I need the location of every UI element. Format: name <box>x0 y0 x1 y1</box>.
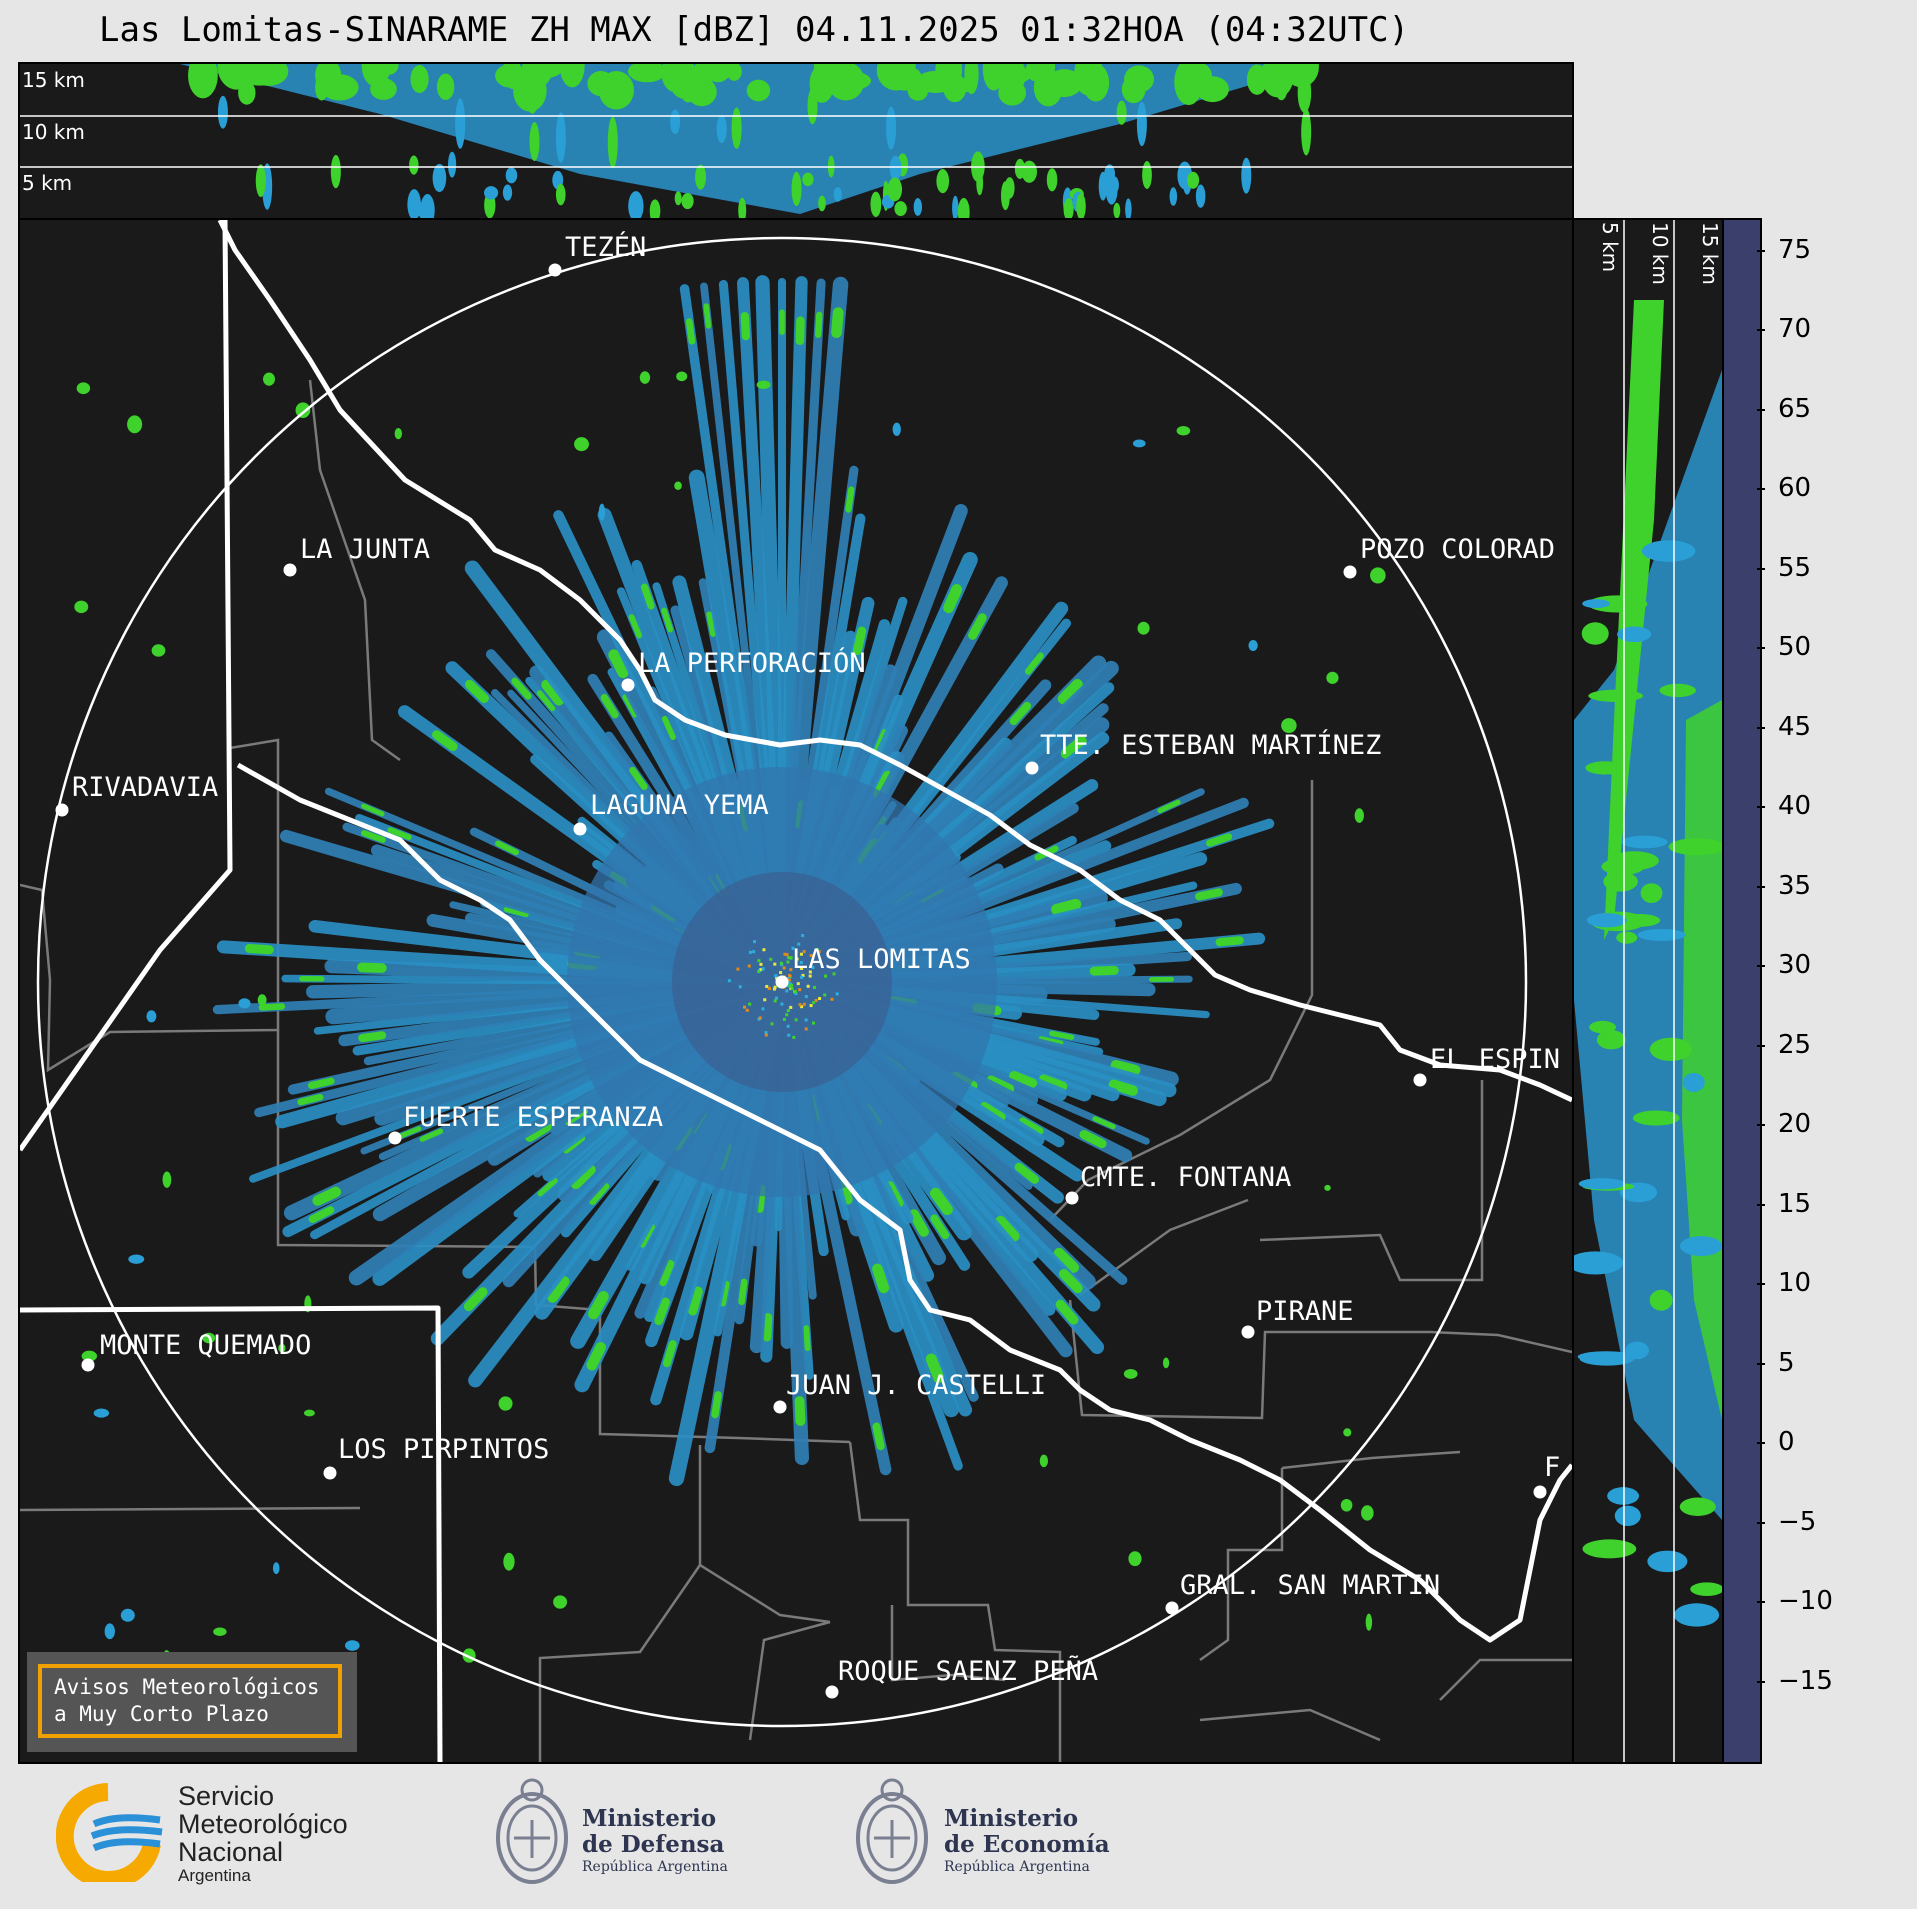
colorbar-tick-label: −15 <box>1757 1666 1833 1696</box>
colorbar-tick-label: 50 <box>1756 632 1811 662</box>
colorbar-tick-label: 0 <box>1757 1427 1795 1457</box>
smn-logo-line-3: Nacional <box>178 1837 284 1867</box>
colorbar-tick-label: 75 <box>1756 235 1811 265</box>
reflectivity-colorbar <box>1722 218 1762 1764</box>
colorbar-tick-label: 10 <box>1756 1268 1811 1298</box>
economia-seal-icon <box>856 1778 928 1884</box>
colorbar-tick-label: 60 <box>1756 473 1811 503</box>
city-label-tezen: TEZÉN <box>565 232 647 263</box>
economia-logo: Ministerio de Economía República Argenti… <box>852 1772 1112 1902</box>
top-km-label-10: 10 km <box>22 120 85 144</box>
city-label-rivadavia: RIVADAVIA <box>72 772 219 803</box>
city-label-la-perforacion: LA PERFORACIÓN <box>638 648 866 679</box>
economia-logo-line-2: de Economía <box>944 1831 1110 1858</box>
defensa-logo-line-1: Ministerio <box>582 1805 717 1832</box>
radar-map[interactable]: TEZÉN LA JUNTA POZO COLORAD LA PERFORACI… <box>18 218 1574 1764</box>
defensa-logo: Ministerio de Defensa República Argentin… <box>492 1772 752 1902</box>
top-km-label-5: 5 km <box>22 171 73 195</box>
defensa-logo-line-3: República Argentina <box>582 1859 728 1875</box>
economia-logo-line-3: República Argentina <box>944 1859 1090 1875</box>
city-label-gral-san-martin: GRAL. SAN MARTIN <box>1180 1570 1441 1601</box>
city-label-la-junta: LA JUNTA <box>300 534 431 565</box>
city-label-las-lomitas: LAS LOMITAS <box>792 944 971 975</box>
colorbar-tick-label: −10 <box>1757 1586 1833 1616</box>
side-cross-section-plot <box>1574 220 1722 1762</box>
warning-line-2: a Muy Corto Plazo <box>54 1702 269 1726</box>
colorbar-tick-label: −5 <box>1756 1507 1816 1537</box>
city-label-pirane: PIRANE <box>1256 1296 1354 1327</box>
city-label-cmte-fontana: CMTE. FONTANA <box>1080 1162 1292 1193</box>
colorbar-tick-label: 70 <box>1756 314 1811 344</box>
colorbar-tick-label: 30 <box>1756 950 1811 980</box>
city-label-pozo-colorado: POZO COLORAD <box>1360 534 1556 565</box>
side-km-label-5: 5 km <box>1598 222 1622 273</box>
smn-logo: Servicio Meteorológico Nacional Argentin… <box>55 1781 396 1889</box>
city-label-roque-saenz-pena: ROQUE SAENZ PEÑA <box>838 1656 1099 1687</box>
colorbar-tick-label: 15 <box>1756 1189 1811 1219</box>
top-cross-section-panel: 15 km 10 km 5 km <box>18 62 1574 220</box>
side-km-label-15: 15 km <box>1698 222 1722 285</box>
page-title: Las Lomitas-SINARAME ZH MAX [dBZ] 04.11.… <box>99 10 1410 50</box>
defensa-logo-line-2: de Defensa <box>582 1831 725 1858</box>
city-label-el-espin: EL ESPIN <box>1430 1044 1561 1075</box>
radar-map-plot <box>20 220 1572 1762</box>
colorbar-tick-label: 55 <box>1756 553 1811 583</box>
warning-line-1: Avisos Meteorológicos <box>54 1675 320 1699</box>
top-cross-section-plot <box>20 64 1572 218</box>
city-label-fuerte-esperanza: FUERTE ESPERANZA <box>403 1102 664 1133</box>
warning-button[interactable]: Avisos Meteorológicos a Muy Corto Plazo <box>38 1664 342 1738</box>
city-label-juan-j-castelli: JUAN J. CASTELLI <box>786 1370 1047 1401</box>
colorbar-tick-label: 40 <box>1756 791 1811 821</box>
economia-logo-line-1: Ministerio <box>944 1805 1079 1832</box>
city-label-f: F <box>1544 1452 1561 1483</box>
smn-logo-line-2: Meteorológico <box>178 1809 348 1839</box>
colorbar-tick-label: 20 <box>1756 1109 1811 1139</box>
colorbar-tick-label: 45 <box>1756 712 1811 742</box>
colorbar-tick-label: 5 <box>1757 1348 1795 1378</box>
colorbar-tick-label: 65 <box>1756 394 1811 424</box>
defensa-seal-icon <box>496 1778 568 1884</box>
side-cross-section-panel: 5 km 10 km 15 km <box>1572 218 1724 1764</box>
smn-logo-line-1: Servicio <box>178 1781 275 1811</box>
city-label-tte-esteban-martinez: TTE. ESTEBAN MARTÍNEZ <box>1040 730 1382 761</box>
colorbar-tick-label: 35 <box>1756 871 1811 901</box>
top-km-label-15: 15 km <box>22 68 85 92</box>
side-km-label-10: 10 km <box>1648 222 1672 285</box>
city-label-laguna-yema: LAGUNA YEMA <box>590 790 769 821</box>
city-label-los-pirpintos: LOS PIRPINTOS <box>338 1434 550 1465</box>
city-label-monte-quemado: MONTE QUEMADO <box>100 1330 312 1361</box>
smn-logo-line-4: Argentina <box>178 1866 251 1885</box>
smn-logo-icon <box>55 1783 163 1889</box>
colorbar-tick-label: 25 <box>1756 1030 1811 1060</box>
